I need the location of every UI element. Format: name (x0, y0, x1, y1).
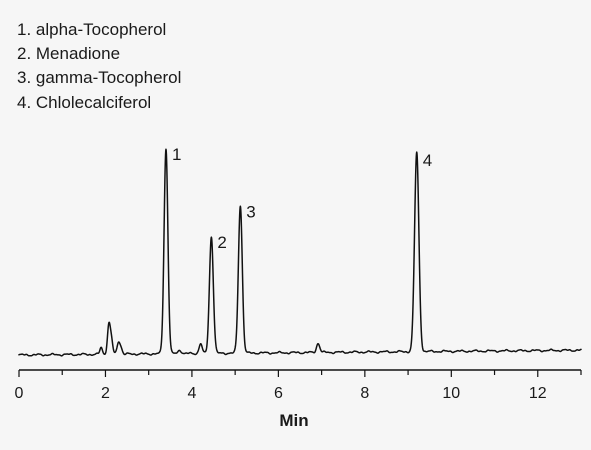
x-tick-label-0: 0 (15, 385, 24, 402)
peak-label-4: 4 (423, 151, 432, 170)
x-axis-tick-labels: 0 2 4 6 8 10 12 (15, 385, 547, 402)
peak-label-3: 3 (246, 202, 255, 221)
x-axis-title: Min (279, 411, 308, 430)
legend-item-3: 3. gamma-Tocopherol (17, 68, 181, 87)
peak-label-1: 1 (172, 145, 181, 164)
x-tick-label-4: 4 (187, 385, 196, 402)
peak-labels: 1 2 3 4 (172, 145, 432, 252)
x-tick-label-2: 2 (101, 385, 110, 402)
peak-label-2: 2 (217, 233, 226, 252)
chromatogram-trace (18, 148, 582, 357)
x-axis-ticks (18, 370, 582, 377)
legend-item-4: 4. Chlolecalciferol (17, 93, 151, 112)
x-tick-label-12: 12 (529, 385, 547, 402)
legend-item-2: 2. Menadione (17, 44, 120, 63)
legend: 1. alpha-Tocopherol 2. Menadione 3. gamm… (17, 20, 181, 112)
x-tick-label-6: 6 (274, 385, 283, 402)
x-tick-label-8: 8 (360, 385, 369, 402)
legend-item-1: 1. alpha-Tocopherol (17, 20, 166, 39)
x-tick-label-10: 10 (442, 385, 460, 402)
